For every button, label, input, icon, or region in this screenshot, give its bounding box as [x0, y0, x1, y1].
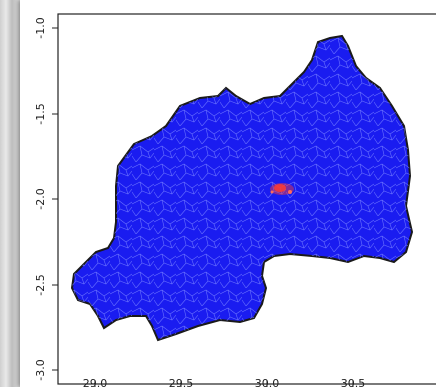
x-tick-label: 29.5: [169, 377, 194, 387]
y-axis: -1.0 -1.5 -2.0 -2.5 -3.0: [34, 17, 59, 381]
x-axis: 29.0 29.5 30.0 30.5: [58, 377, 436, 387]
y-tick-label: -2.5: [34, 274, 47, 295]
y-tick-label: -2.0: [34, 188, 47, 209]
kigali-hotspot: [270, 183, 294, 195]
x-tick-label: 30.0: [255, 377, 280, 387]
y-tick-label: -1.5: [34, 103, 47, 124]
x-tick-label: 30.5: [341, 377, 366, 387]
y-tick-label: -3.0: [34, 359, 47, 380]
y-tick-label: -1.0: [34, 17, 47, 38]
x-tick-label: 29.0: [83, 377, 108, 387]
